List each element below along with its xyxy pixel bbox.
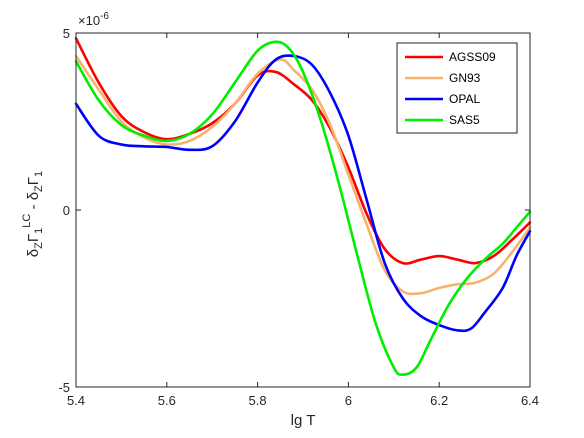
x-tick-label: 6.2 [430, 393, 448, 408]
series-line-gn93 [74, 54, 532, 296]
legend-label-sas5: SAS5 [449, 113, 480, 127]
series-layer [74, 37, 532, 377]
x-tick-label: 6 [345, 393, 352, 408]
x-axis-label: lg T [291, 412, 316, 429]
series-line-opal [74, 54, 532, 333]
y-tick-label: -5 [58, 380, 70, 395]
series-line-agss09 [74, 37, 532, 265]
x-tick-label: 5.6 [158, 393, 176, 408]
x-tick-label: 6.4 [521, 393, 539, 408]
y-axis-label: δZΓ1LC - δZΓ1 [21, 171, 45, 257]
legend-label-agss09: AGSS09 [449, 50, 496, 64]
legend: AGSS09 GN93 OPAL SAS5 [396, 42, 518, 134]
y-tick-label: 5 [63, 26, 70, 41]
series-line-sas5 [74, 40, 532, 377]
legend-label-opal: OPAL [449, 92, 480, 106]
ticks-layer: 5.4 5.6 5.8 6 6.2 6.4 -5 0 5 [58, 26, 539, 408]
x-tick-label: 5.8 [249, 393, 267, 408]
x-tick-label: 5.4 [67, 393, 85, 408]
legend-label-gn93: GN93 [449, 71, 481, 85]
y-tick-label: 0 [63, 203, 70, 218]
exponent-label: ×10-6 [78, 11, 109, 28]
